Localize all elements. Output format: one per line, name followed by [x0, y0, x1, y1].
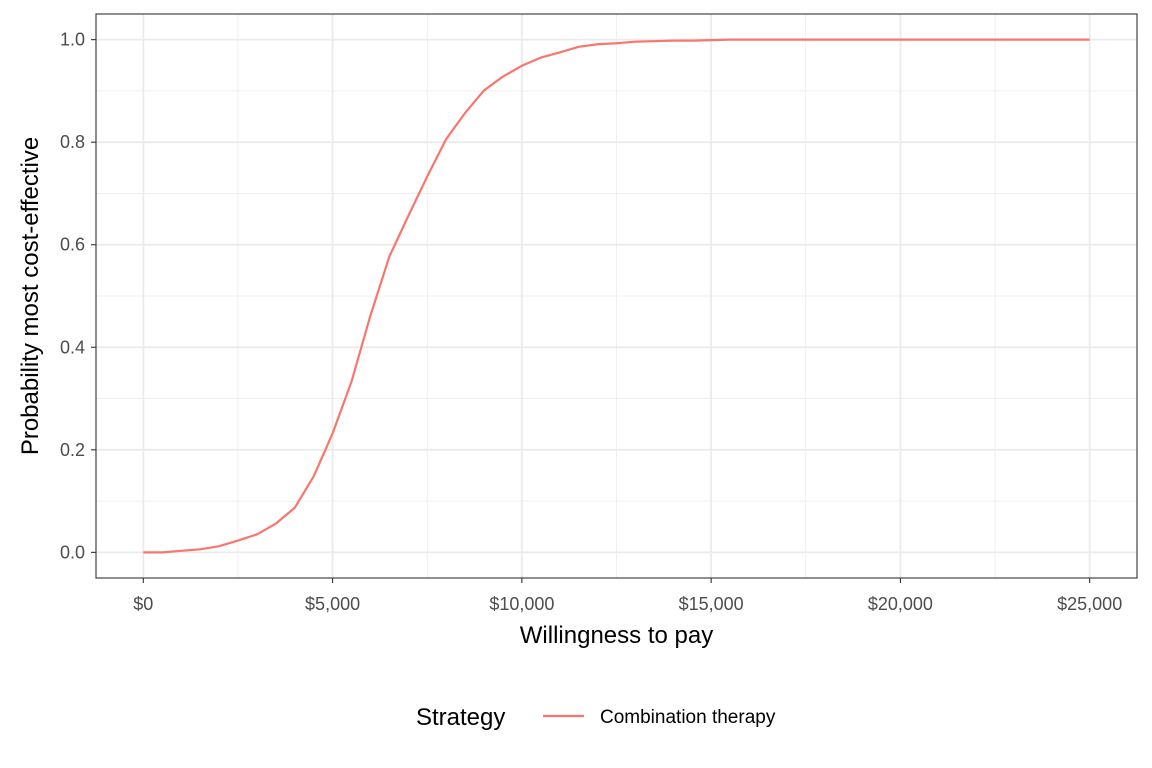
legend-title: Strategy [416, 704, 505, 731]
y-tick-label: 1.0 [60, 30, 85, 50]
panel-border [95, 13, 1138, 579]
x-axis-ticks [142, 578, 1091, 583]
legend-label: Combination therapy [600, 707, 776, 728]
x-tick-label: $0 [133, 594, 153, 614]
y-tick-label: 0.6 [60, 235, 85, 255]
series-line-0 [143, 38, 1090, 554]
y-axis-tick-labels: 0.0 0.2 0.4 0.6 0.8 1.0 [60, 30, 85, 563]
y-tick-label: 0.8 [60, 132, 85, 152]
y-axis-ticks [91, 39, 96, 553]
series-layer [143, 38, 1090, 554]
minor-gridlines [96, 14, 1137, 578]
y-tick-label: 0.0 [60, 542, 85, 562]
x-tick-label: $25,000 [1057, 594, 1122, 614]
y-axis-title: Probability most cost-effective [17, 137, 44, 455]
x-tick-label: $10,000 [489, 594, 554, 614]
x-tick-label: $15,000 [679, 594, 744, 614]
legend: Strategy Combination therapy [416, 704, 776, 731]
x-tick-label: $5,000 [305, 594, 360, 614]
y-tick-label: 0.4 [60, 337, 85, 357]
x-tick-label: $20,000 [868, 594, 933, 614]
x-axis-title: Willingness to pay [520, 622, 713, 649]
x-axis-tick-labels: $0 $5,000 $10,000 $15,000 $20,000 $25,000 [133, 594, 1122, 614]
y-tick-label: 0.2 [60, 440, 85, 460]
